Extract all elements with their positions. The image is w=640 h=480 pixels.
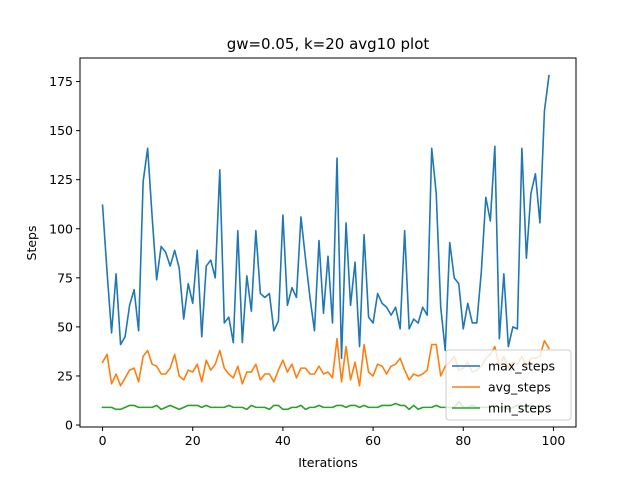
- y-axis-ticks: 0 25 50 75 100 125 150 175: [49, 74, 80, 433]
- y-tick-label: 25: [57, 368, 73, 383]
- y-tick-label: 125: [49, 172, 73, 187]
- x-axis-title: Iterations: [298, 455, 358, 470]
- x-axis-ticks: 0 20 40 60 80 100: [99, 427, 566, 448]
- y-axis-title: Steps: [24, 226, 39, 261]
- chart-title: gw=0.05, k=20 avg10 plot: [227, 35, 430, 53]
- y-tick-label: 0: [65, 418, 73, 433]
- x-tick-label: 20: [185, 433, 201, 448]
- x-tick-label: 0: [99, 433, 107, 448]
- legend: max_steps avg_steps min_steps: [445, 349, 572, 421]
- plot-frame: [79, 57, 577, 428]
- y-tick-label: 100: [49, 221, 73, 236]
- y-tick-label: 150: [49, 123, 73, 138]
- y-tick-label: 50: [57, 319, 73, 334]
- x-tick-label: 60: [365, 433, 381, 448]
- x-tick-label: 40: [275, 433, 291, 448]
- series-line-max-steps: [101, 74, 550, 360]
- y-tick-label: 75: [57, 270, 73, 285]
- legend-label: avg_steps: [488, 380, 551, 395]
- legend-label: min_steps: [488, 401, 551, 416]
- legend-label: max_steps: [488, 359, 555, 374]
- x-tick-label: 100: [542, 433, 566, 448]
- x-tick-label: 80: [455, 433, 471, 448]
- legend-box: [445, 349, 572, 421]
- y-tick-label: 175: [49, 74, 73, 89]
